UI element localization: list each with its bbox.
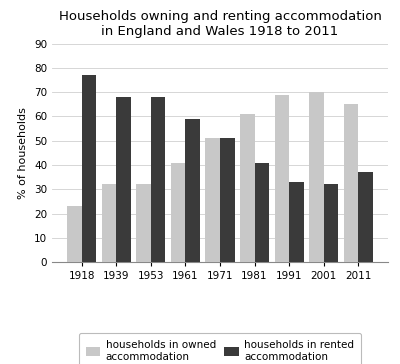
Bar [309, 92, 324, 262]
Bar [240, 114, 254, 262]
Bar [116, 97, 131, 262]
Y-axis label: % of households: % of households [18, 107, 28, 199]
Bar [102, 185, 116, 262]
Bar [82, 75, 96, 262]
Bar [274, 95, 289, 262]
Bar [151, 97, 166, 262]
Bar [206, 138, 220, 262]
Bar [136, 185, 151, 262]
Bar [254, 163, 269, 262]
Bar [344, 104, 358, 262]
Title: Households owning and renting accommodation
in England and Wales 1918 to 2011: Households owning and renting accommodat… [58, 10, 382, 38]
Bar [186, 119, 200, 262]
Bar [324, 185, 338, 262]
Bar [220, 138, 234, 262]
Bar [171, 163, 186, 262]
Bar [289, 182, 304, 262]
Bar [358, 172, 373, 262]
Bar [67, 206, 82, 262]
Legend: households in owned
accommodation, households in rented
accommodation: households in owned accommodation, house… [79, 333, 361, 364]
